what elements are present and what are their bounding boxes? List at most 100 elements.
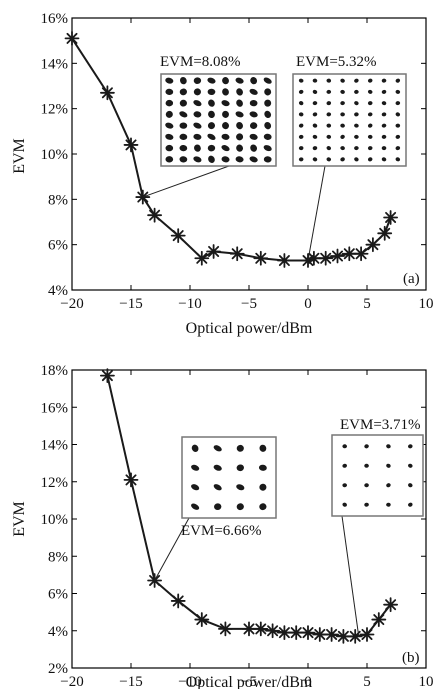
constellation-point — [364, 483, 369, 488]
constellation-point — [208, 99, 215, 107]
constellation-point — [395, 157, 401, 162]
constellation-point — [367, 89, 373, 94]
constellation-point — [340, 112, 345, 117]
constellation-point — [364, 502, 369, 507]
y-tick-label: 6% — [48, 238, 68, 254]
data-point-marker — [365, 237, 381, 253]
constellation-point — [179, 99, 187, 107]
x-tick-label: 10 — [419, 296, 434, 312]
constellation-point — [354, 146, 359, 151]
constellation-point — [408, 483, 413, 488]
constellation-point — [208, 155, 215, 164]
constellation-point — [326, 78, 332, 83]
x-tick-label: −20 — [60, 674, 83, 689]
y-tick-label: 6% — [48, 587, 68, 603]
data-point-marker — [306, 250, 322, 266]
panel-b-x-axis-title: Optical power/dBm — [186, 674, 313, 689]
constellation-point — [193, 77, 202, 84]
constellation-point — [381, 78, 387, 83]
constellation-point — [326, 134, 332, 139]
constellation-point — [165, 88, 174, 96]
constellation-point — [312, 112, 318, 117]
constellation-point — [263, 133, 272, 140]
constellation-point — [354, 157, 359, 162]
constellation-point — [165, 99, 174, 107]
constellation-point — [367, 134, 373, 139]
constellation-point — [236, 133, 244, 141]
data-point-marker — [265, 623, 281, 639]
y-tick-label: 16% — [41, 11, 69, 27]
panel-b: 2%4%6%8%10%12%14%16%18% −20 −15 −10 −5 0 5 10 … — [11, 363, 434, 689]
data-point-marker — [206, 244, 222, 259]
constellation-point — [259, 483, 267, 491]
data-point-marker — [383, 210, 399, 225]
y-tick-label: 10% — [41, 512, 69, 528]
constellation-point — [381, 146, 387, 151]
constellation-point — [165, 144, 174, 152]
constellation-point — [298, 146, 304, 151]
panel-a: 4% 6% 8% 10% 12% 14% 16% −20 −15 −10 −5 0 5 10 EVM=8… — [11, 11, 434, 337]
constellation-point — [179, 144, 188, 152]
constellation-point — [395, 89, 401, 94]
constellation-point — [326, 101, 332, 106]
constellation-point — [312, 78, 318, 83]
data-point-marker — [253, 250, 269, 266]
constellation-point — [298, 101, 304, 106]
y-tick-label: 4% — [48, 624, 68, 640]
constellation-point — [222, 110, 229, 118]
data-point-marker — [318, 250, 334, 266]
constellation-point — [194, 144, 201, 152]
data-point-marker — [194, 612, 210, 627]
data-point-marker — [229, 246, 245, 262]
constellation-point — [340, 89, 345, 94]
constellation-point — [235, 77, 244, 84]
constellation-point — [208, 110, 215, 118]
constellation-point — [340, 134, 345, 139]
data-point-marker — [194, 250, 210, 266]
constellation-point — [264, 110, 272, 119]
data-point-marker — [359, 627, 375, 642]
constellation-point — [235, 156, 244, 163]
constellation-point — [395, 146, 401, 151]
constellation-point — [381, 89, 387, 94]
constellation-point — [236, 444, 244, 452]
y-tick-label: 16% — [41, 400, 69, 416]
constellation-point — [236, 144, 243, 152]
constellation-point — [221, 145, 230, 152]
constellation-point — [236, 503, 244, 511]
x-tick-label: −5 — [241, 674, 257, 689]
y-tick-label: 14% — [41, 56, 69, 72]
constellation-point — [367, 78, 373, 83]
constellation-point — [340, 146, 345, 151]
constellation-point — [298, 123, 304, 128]
constellation-point — [249, 99, 258, 107]
constellation-point — [249, 88, 258, 95]
constellation-point — [249, 122, 258, 129]
constellation-point — [193, 156, 202, 163]
panel-b-inset-2: EVM=3.71% — [331, 417, 424, 637]
constellation-point — [213, 445, 222, 452]
constellation-point — [179, 111, 188, 118]
constellation-point — [207, 122, 215, 130]
constellation-point — [326, 146, 332, 151]
y-tick-label: 10% — [41, 147, 69, 163]
constellation-point — [179, 156, 188, 163]
constellation-point — [264, 88, 272, 96]
constellation-point — [250, 77, 258, 85]
constellation-point — [191, 484, 200, 491]
constellation-point — [222, 77, 229, 85]
constellation-point — [221, 156, 230, 163]
data-point-marker — [288, 625, 304, 641]
constellation-point — [408, 444, 413, 449]
panel-a-inset-1-label: EVM=8.08% — [160, 54, 241, 70]
constellation-point — [165, 122, 174, 129]
constellation-point — [193, 133, 202, 140]
constellation-point — [386, 463, 391, 468]
constellation-point — [386, 502, 391, 507]
data-point-marker — [383, 597, 399, 613]
x-tick-label: −10 — [178, 674, 201, 689]
panel-b-inset-2-label: EVM=3.71% — [340, 417, 421, 433]
constellation-point — [342, 444, 347, 449]
constellation-point — [367, 146, 373, 151]
x-tick-label: −15 — [119, 674, 142, 689]
